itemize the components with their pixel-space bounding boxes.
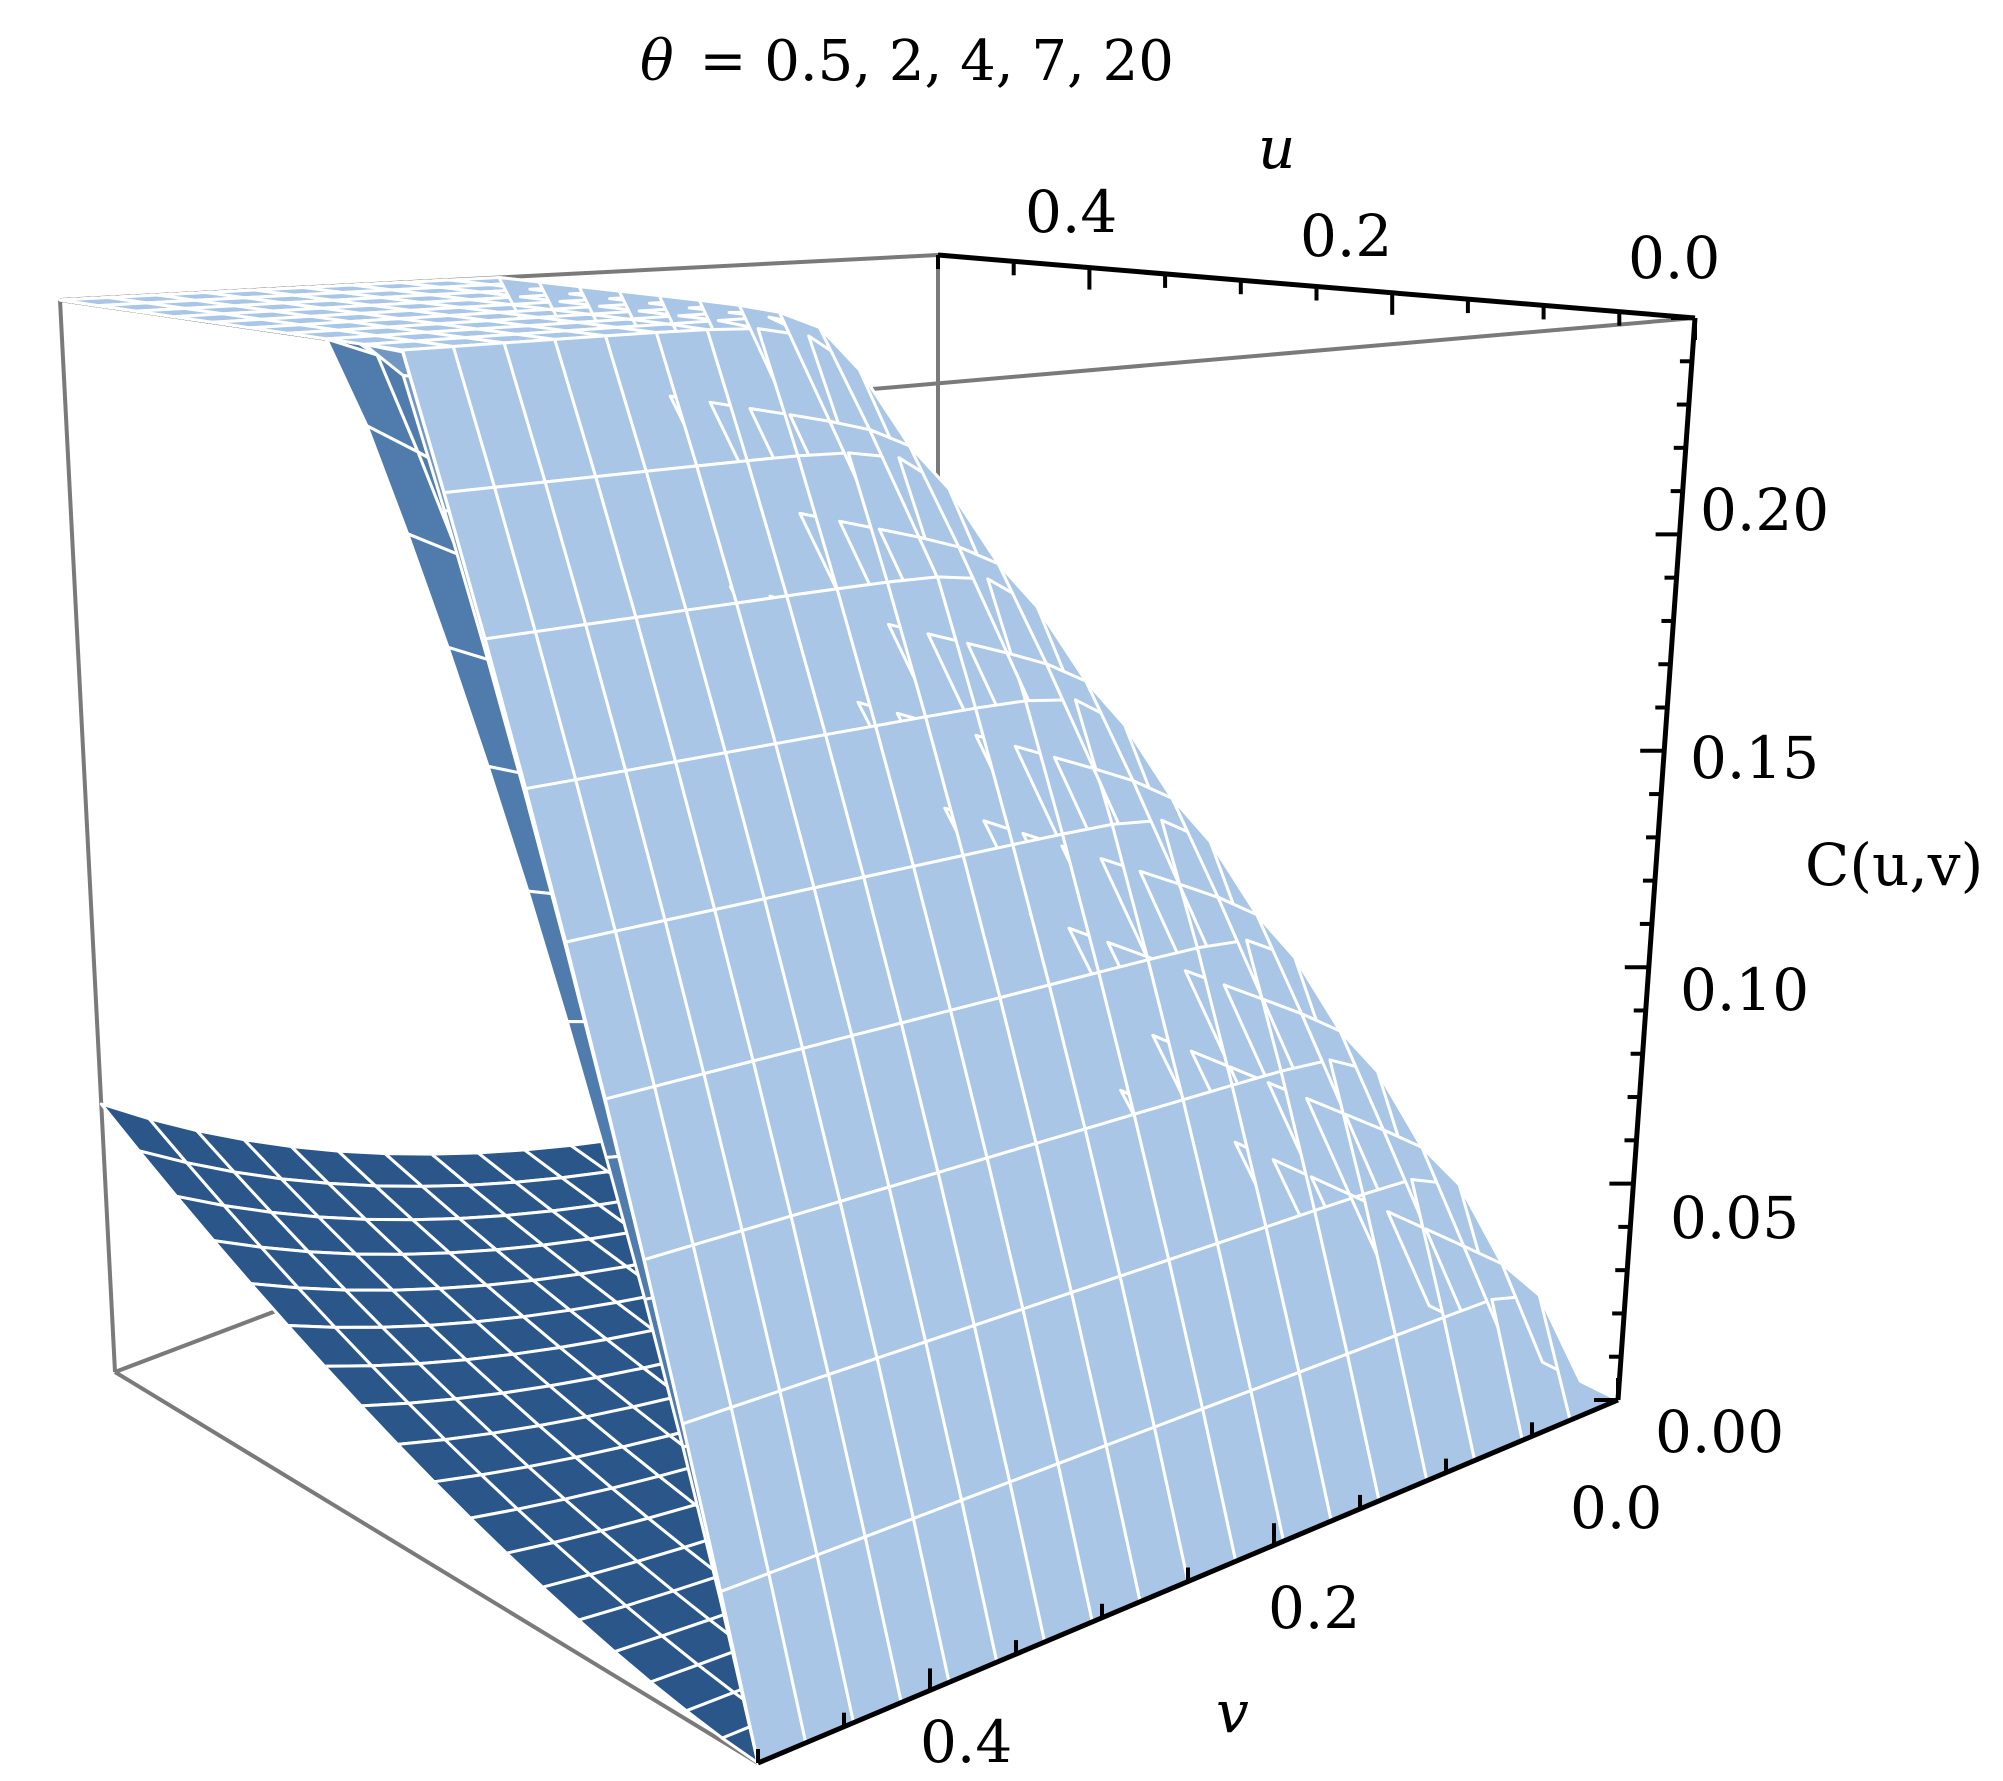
- z-tick-label: 0.20: [1700, 476, 1829, 544]
- v-axis-label: v: [1216, 1678, 1249, 1746]
- v-tick-label: 0.0: [1570, 1474, 1662, 1542]
- u-tick-label: 0.2: [1300, 202, 1392, 270]
- chart-title: θ = 0.5, 2, 4, 7, 20: [640, 29, 1174, 94]
- v-tick-label: 0.2: [1268, 1574, 1360, 1642]
- surfaces-group: [58, 276, 1620, 1765]
- u-tick-label: 0.0: [1628, 224, 1720, 292]
- z-tick-label: 0.15: [1690, 724, 1819, 792]
- z-tick-label: 0.00: [1655, 1398, 1784, 1466]
- axes-group: [756, 252, 1698, 1766]
- frame-edge: [113, 1370, 760, 1765]
- title-theta-values: = 0.5, 2, 4, 7, 20: [700, 29, 1174, 94]
- surface-theta-20: [58, 276, 1620, 1765]
- v-tick-label: 0.4: [920, 1708, 1012, 1776]
- u-tick-label: 0.4: [1025, 178, 1117, 246]
- z-axis-line: [1615, 317, 1698, 1401]
- z-axis-label: C(u,v): [1805, 831, 1983, 899]
- z-tick-label: 0.10: [1680, 956, 1809, 1024]
- frame-edge: [58, 299, 117, 1373]
- frame-edge: [744, 316, 1696, 402]
- u-axis-label: u: [1258, 114, 1295, 182]
- title-theta-symbol: θ: [640, 29, 674, 94]
- z-tick-label: 0.05: [1670, 1184, 1799, 1252]
